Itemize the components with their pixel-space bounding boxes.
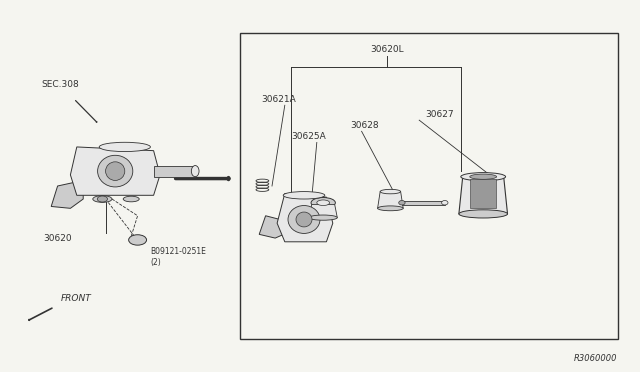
Ellipse shape bbox=[442, 201, 448, 205]
Text: 30628: 30628 bbox=[351, 121, 379, 130]
Circle shape bbox=[97, 196, 108, 202]
Text: 30627: 30627 bbox=[426, 110, 454, 119]
Ellipse shape bbox=[317, 200, 330, 205]
Polygon shape bbox=[459, 177, 508, 214]
Ellipse shape bbox=[283, 192, 325, 199]
Ellipse shape bbox=[311, 198, 335, 208]
Ellipse shape bbox=[378, 206, 403, 211]
Ellipse shape bbox=[380, 189, 401, 194]
Text: 30621A: 30621A bbox=[261, 95, 296, 104]
Ellipse shape bbox=[93, 196, 112, 202]
Text: FRONT: FRONT bbox=[61, 294, 92, 303]
Ellipse shape bbox=[191, 166, 199, 177]
Text: B: B bbox=[135, 237, 140, 243]
Bar bbox=[240, 33, 618, 339]
Ellipse shape bbox=[461, 173, 506, 181]
Polygon shape bbox=[51, 180, 83, 208]
Ellipse shape bbox=[470, 174, 497, 179]
Text: R3060000: R3060000 bbox=[574, 354, 618, 363]
Ellipse shape bbox=[296, 212, 312, 227]
Ellipse shape bbox=[399, 201, 405, 205]
Polygon shape bbox=[154, 166, 195, 177]
Ellipse shape bbox=[106, 162, 125, 180]
Polygon shape bbox=[402, 201, 445, 205]
Ellipse shape bbox=[288, 205, 320, 234]
Text: 30620L: 30620L bbox=[371, 45, 404, 54]
Polygon shape bbox=[70, 147, 160, 195]
Polygon shape bbox=[309, 205, 337, 218]
Ellipse shape bbox=[123, 196, 140, 202]
Polygon shape bbox=[259, 216, 294, 238]
Text: 30625A: 30625A bbox=[291, 132, 326, 141]
Polygon shape bbox=[277, 193, 333, 242]
Ellipse shape bbox=[99, 142, 150, 152]
Text: B09121-0251E
(2): B09121-0251E (2) bbox=[150, 247, 206, 267]
Ellipse shape bbox=[309, 215, 337, 220]
Circle shape bbox=[129, 235, 147, 245]
Ellipse shape bbox=[459, 210, 508, 218]
Polygon shape bbox=[470, 179, 496, 208]
Ellipse shape bbox=[97, 155, 133, 187]
Text: SEC.308: SEC.308 bbox=[42, 80, 79, 89]
Polygon shape bbox=[378, 192, 403, 208]
Text: 30620: 30620 bbox=[44, 234, 72, 243]
